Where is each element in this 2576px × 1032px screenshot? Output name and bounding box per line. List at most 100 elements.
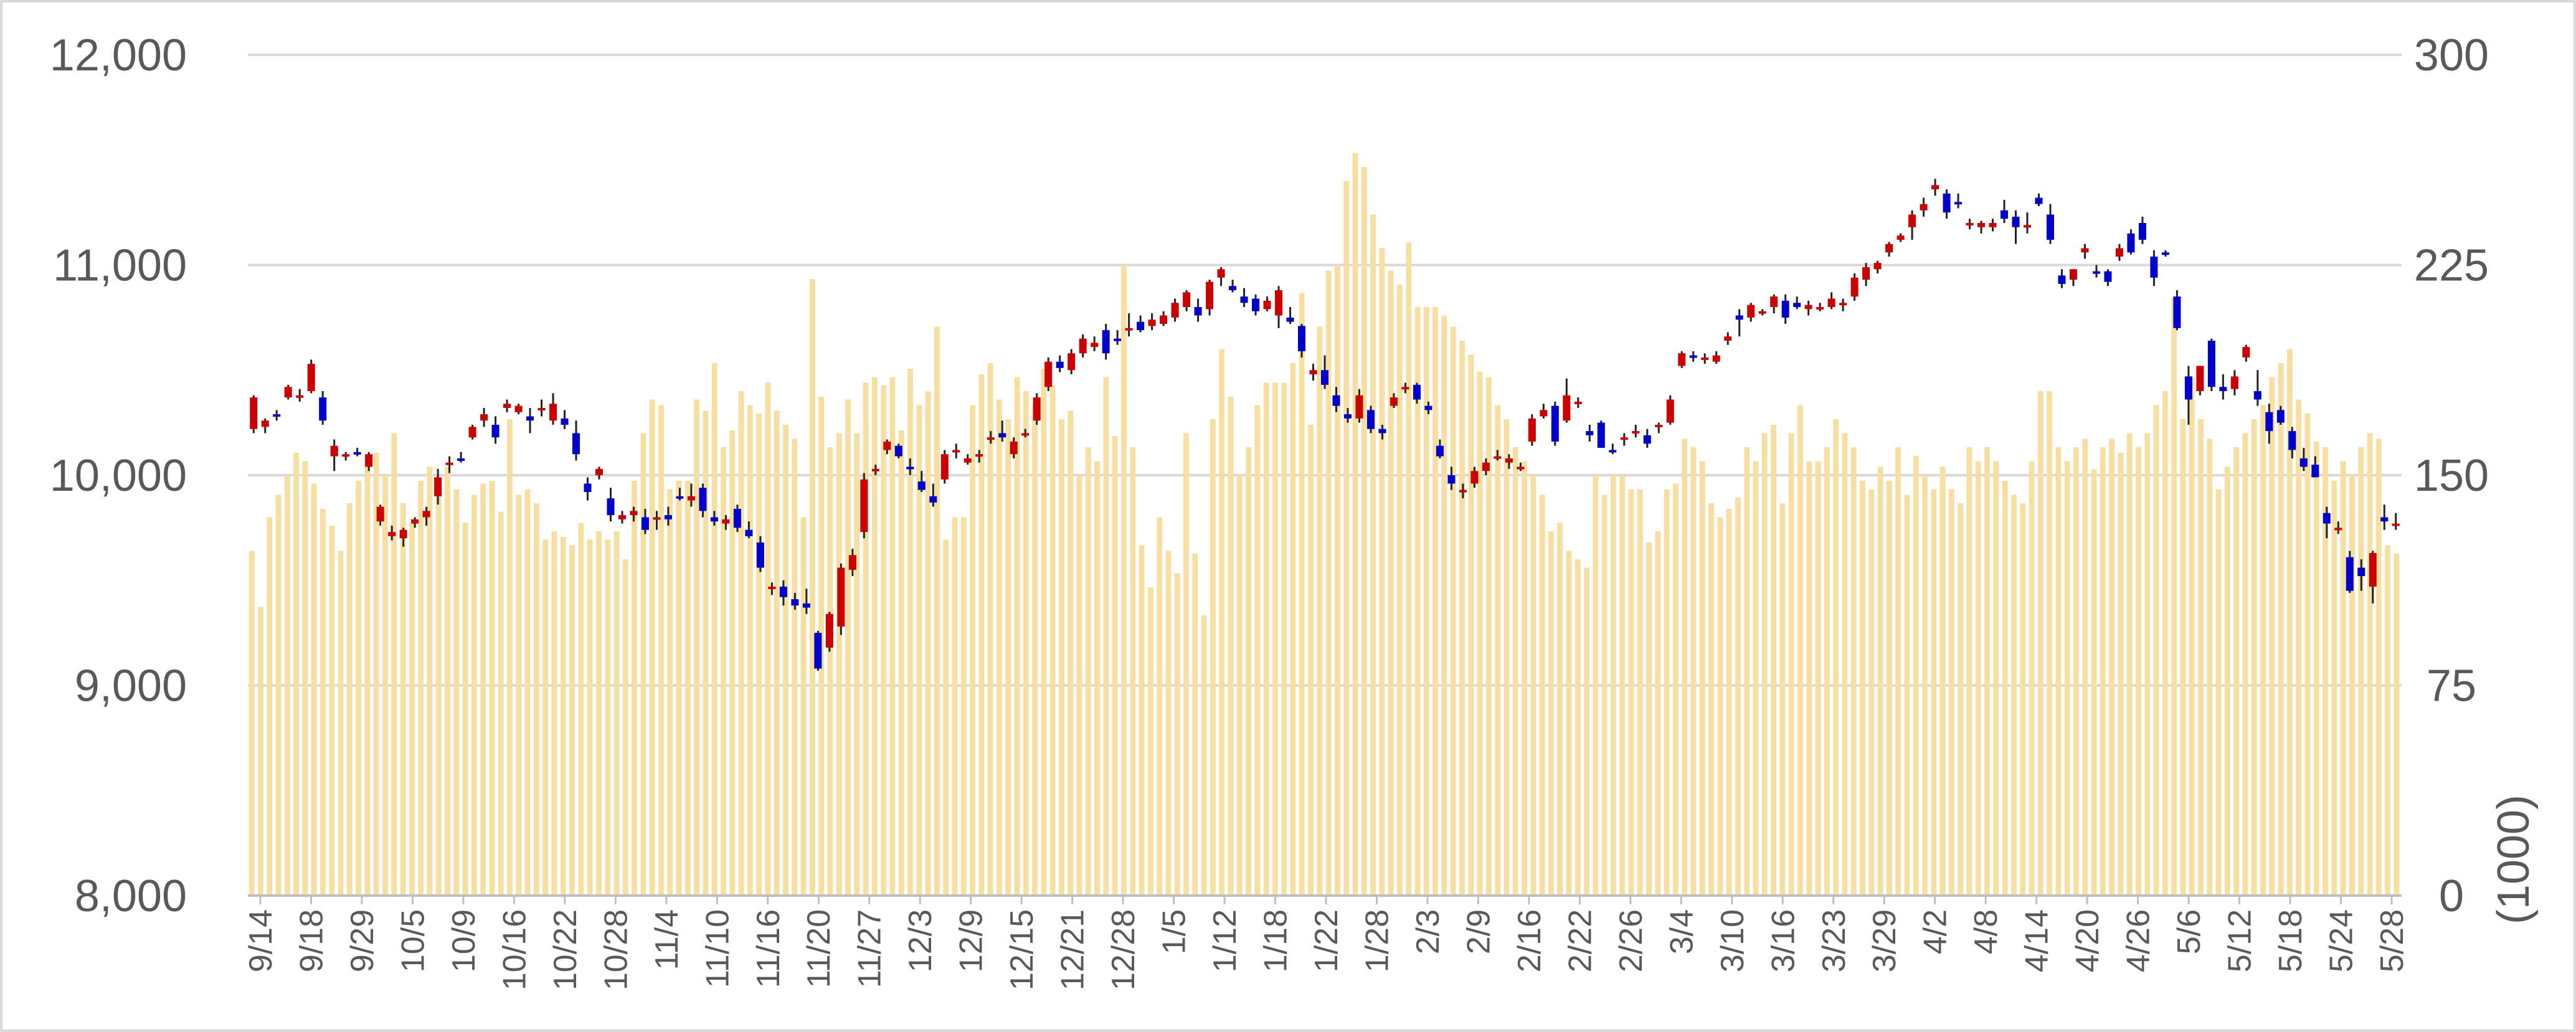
x-tick-label: 12/15 [1004,909,1040,990]
volume-bar [1931,489,1937,896]
volume-bar [2100,447,2106,896]
volume-bar [1076,475,1082,896]
volume-bar [2375,438,2382,896]
candle-body [2150,257,2158,278]
volume-bar [1308,425,1314,896]
candle-body [940,454,949,480]
candle-body [1758,311,1766,314]
volume-bar [427,466,433,896]
volume-bar [1254,405,1261,896]
candle-body [2092,271,2100,274]
candle-body [2288,431,2296,450]
volume-bar [311,483,317,896]
x-tick-label: 5/24 [2324,909,2360,972]
candle-body [2161,252,2169,255]
volume-bar [1414,307,1421,896]
y-left-tick-label: 9,000 [75,661,187,711]
y-right-tick-label: 0 [2439,871,2464,921]
volume-bar [800,517,807,896]
candle-body [1263,300,1271,310]
candle-body [1010,442,1018,455]
volume-bar [1895,447,1901,896]
x-tick-label: 4/2 [1918,909,1954,954]
volume-bar [258,607,263,896]
volume-bar [267,517,273,896]
candle-body [1194,307,1202,316]
volume-bar [2198,419,2204,896]
volume-bar [551,531,557,896]
volume-bar [925,391,931,896]
candle-body [2369,552,2377,587]
candle-body [1114,338,1122,341]
x-tick-label: 3/4 [1664,909,1700,954]
volume-bar [2260,405,2266,896]
candle-body [2242,347,2250,357]
candle-body [2230,376,2238,389]
volume-bar [533,503,539,896]
candle-body [1459,490,1467,493]
volume-bar [1744,447,1750,896]
x-tick-label: 10/28 [598,909,634,990]
candle-body [1551,405,1559,442]
candle-body [1068,353,1076,371]
volume-bar [489,481,495,896]
x-tick-label: 4/26 [2121,909,2157,972]
volume-bar [1860,481,1865,896]
candle-body [791,599,799,606]
volume-bar [516,495,522,896]
volume-bar [1174,573,1180,896]
volume-bar [1664,489,1670,896]
x-tick-label: 5/18 [2273,909,2309,972]
volume-bar [1236,475,1243,896]
volume-bar [1397,285,1403,896]
candle-body [514,405,523,412]
volume-bar [2144,433,2151,896]
volume-bar [676,481,682,896]
volume-bar [1165,551,1172,896]
volume-bar [2073,447,2079,896]
candle-body [1447,475,1456,484]
volume-bar [560,537,566,896]
candle-body [710,517,718,522]
candle-body [572,433,580,455]
volume-bar [1539,495,1545,896]
volume-bar [2010,495,2017,896]
volume-bar [1192,554,1198,896]
volume-bar [435,489,442,896]
candle-body [434,477,442,496]
volume-bar [1361,167,1367,896]
volume-bar [1325,270,1332,896]
candle-body [2311,465,2319,478]
volume-bar [1672,483,1679,896]
volume-bar [1788,433,1794,896]
volume-bar [792,438,798,896]
volume-bar [1584,567,1589,896]
volume-bar [2029,461,2035,896]
volume-bar [1548,531,1554,896]
candle-body [630,511,638,516]
candle-body [2104,271,2112,282]
candle-body [1632,431,1640,434]
candle-body [1586,431,1594,435]
volume-bar [907,369,913,896]
x-tick-label: 12/28 [1106,909,1142,990]
candle-body [1816,307,1824,310]
volume-bar [1975,461,1981,896]
x-tick-label: 1/22 [1309,909,1345,972]
candle-body [1770,296,1778,307]
volume-bar [1183,433,1189,896]
candle-body [1309,370,1317,374]
volume-bar [1068,410,1074,896]
volume-bar [640,433,646,896]
volume-bar [2224,466,2230,896]
volume-bar [1246,447,1251,896]
volume-bar [1779,503,1786,896]
x-tick-label: 12/9 [954,909,990,972]
volume-bar [1761,433,1768,896]
candle-body [1862,267,1870,280]
volume-bar [595,531,602,896]
volume-bar [346,503,353,896]
volume-bar [1797,405,1803,896]
candle-body [1160,315,1168,324]
volume-bar [480,483,486,896]
